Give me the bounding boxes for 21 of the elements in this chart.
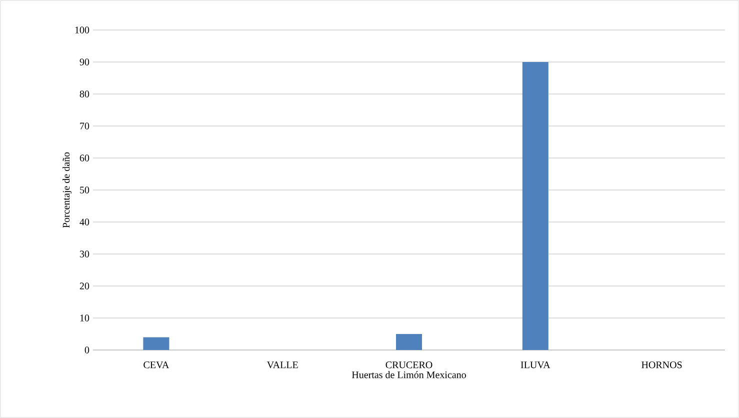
y-tick-label: 90	[80, 58, 90, 66]
bar	[143, 337, 170, 350]
y-tick-label: 30	[80, 250, 90, 258]
y-tick-label: 40	[80, 218, 90, 226]
x-axis-title: Huertas de Limón Mexicano	[352, 371, 466, 378]
x-tick-label: CEVA	[144, 362, 170, 368]
y-tick-label: 70	[80, 122, 90, 130]
x-tick-label: VALLE	[266, 362, 298, 368]
x-tick-label: CRUCERO	[386, 362, 432, 368]
y-tick-label: 80	[80, 90, 90, 98]
y-tick-label: 100	[75, 26, 90, 34]
y-axis-title: Porcentaje de daño	[62, 152, 72, 228]
bar	[396, 334, 422, 350]
y-tick-label: 60	[80, 154, 90, 162]
y-tick-label: 50	[80, 186, 90, 194]
y-tick-label: 20	[80, 282, 90, 290]
x-tick-label: ILUVA	[520, 362, 550, 368]
x-tick-label: HORNOS	[642, 362, 682, 368]
y-tick-label: 10	[80, 314, 90, 322]
y-tick-label: 0	[84, 346, 90, 354]
bar	[522, 62, 548, 350]
